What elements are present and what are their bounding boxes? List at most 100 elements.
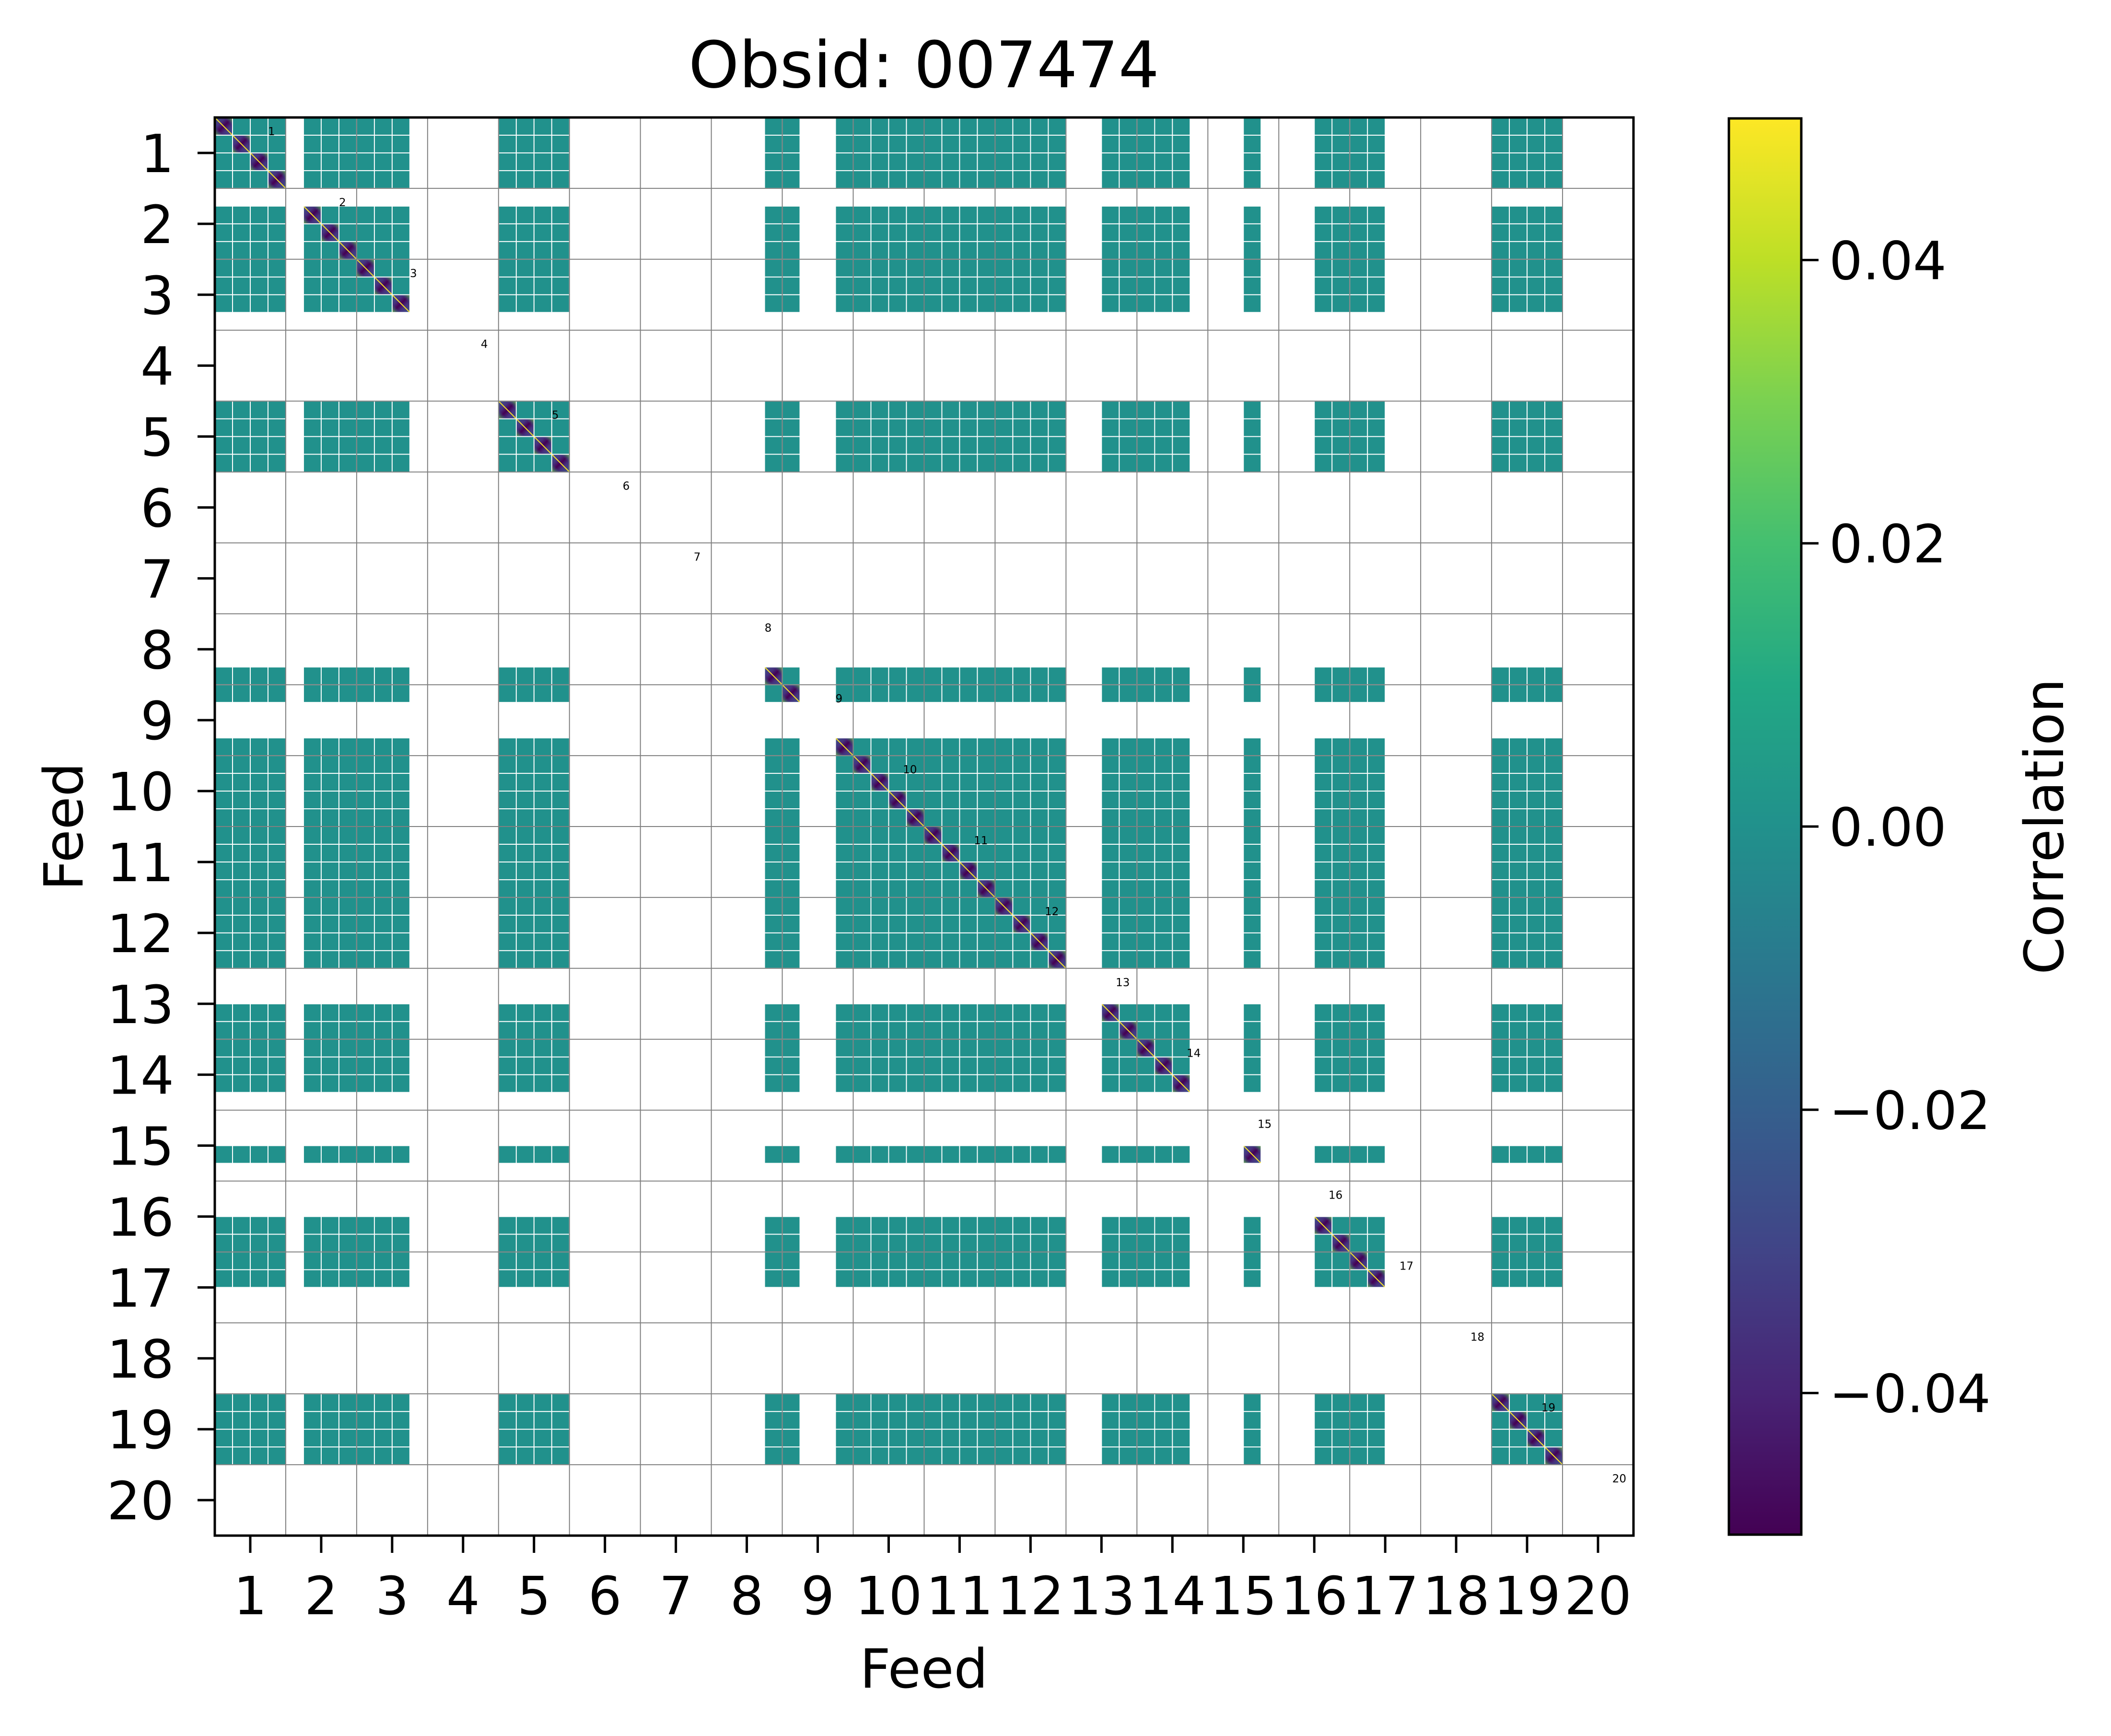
- heatmap-cell: [1545, 880, 1563, 897]
- heatmap-cell: [942, 437, 959, 454]
- heatmap-cell: [978, 1447, 995, 1465]
- heatmap-cell: [1510, 933, 1527, 950]
- heatmap-cell: [374, 933, 392, 950]
- heatmap-cell: [1031, 1039, 1048, 1057]
- heatmap-cell: [907, 118, 924, 135]
- heatmap-cell: [871, 1146, 888, 1163]
- heatmap-cell: [499, 880, 516, 897]
- heatmap-cell: [1137, 1447, 1155, 1465]
- heatmap-cell: [1545, 1022, 1563, 1039]
- heatmap-cell: [552, 206, 569, 223]
- heatmap-cell: [1244, 135, 1261, 152]
- heatmap-cell: [1492, 1146, 1509, 1163]
- heatmap-cell: [907, 401, 924, 419]
- heatmap-cell: [233, 951, 250, 968]
- heatmap-cell: [233, 862, 250, 879]
- heatmap-cell: [1155, 809, 1172, 826]
- heatmap-cell: [907, 206, 924, 223]
- heatmap-cell: [889, 1394, 906, 1411]
- heatmap-cell: [1244, 667, 1261, 685]
- heatmap-cell: [499, 792, 516, 809]
- heatmap-cell: [782, 224, 800, 241]
- heatmap-cell: [1155, 792, 1172, 809]
- heatmap-cell: [836, 951, 853, 968]
- heatmap-cell: [250, 1057, 268, 1074]
- heatmap-cell: [995, 774, 1013, 791]
- diagonal-block: [995, 897, 1013, 915]
- heatmap-cell: [1350, 1146, 1367, 1163]
- heatmap-cell: [1510, 437, 1527, 454]
- heatmap-cell: [765, 1022, 782, 1039]
- heatmap-cell: [1545, 951, 1563, 968]
- heatmap-cell: [1492, 685, 1509, 702]
- heatmap-cell: [250, 118, 268, 135]
- heatmap-cell: [765, 844, 782, 862]
- heatmap-cell: [1173, 1252, 1190, 1270]
- heatmap-cell: [765, 224, 782, 241]
- heatmap-cell: [1120, 1447, 1137, 1465]
- heatmap-cell: [321, 844, 338, 862]
- heatmap-cell: [516, 1252, 534, 1270]
- heatmap-cell: [836, 401, 853, 419]
- heatmap-cell: [1244, 1217, 1261, 1234]
- heatmap-cell: [765, 827, 782, 844]
- heatmap-cell: [534, 259, 551, 277]
- heatmap-cell: [889, 756, 906, 773]
- heatmap-cell: [268, 667, 285, 685]
- heatmap-cell: [871, 135, 888, 152]
- heatmap-cell: [1350, 915, 1367, 932]
- heatmap-cell: [499, 419, 516, 436]
- diagonal-block: [1101, 1004, 1120, 1022]
- heatmap-cell: [392, 1394, 409, 1411]
- heatmap-cell: [534, 295, 551, 312]
- autocorrelation-line: [1119, 1022, 1137, 1039]
- heatmap-cell: [1244, 1004, 1261, 1021]
- heatmap-cell: [1528, 1447, 1545, 1465]
- autocorrelation-line: [906, 809, 924, 827]
- heatmap-cell: [1350, 774, 1367, 791]
- heatmap-cell: [924, 809, 942, 826]
- heatmap-cell: [1137, 809, 1155, 826]
- heatmap-cell: [960, 118, 977, 135]
- heatmap-cell: [303, 844, 321, 862]
- heatmap-cell: [534, 827, 551, 844]
- heatmap-cell: [1492, 277, 1509, 294]
- heatmap-cell: [1120, 259, 1137, 277]
- heatmap-cell: [871, 1039, 888, 1057]
- heatmap-cell: [1031, 1057, 1048, 1074]
- heatmap-cell: [1315, 153, 1332, 170]
- heatmap-cell: [1120, 1146, 1137, 1163]
- heatmap-cell: [942, 277, 959, 294]
- heatmap-cell: [392, 756, 409, 773]
- heatmap-cell: [1173, 1146, 1190, 1163]
- heatmap-cell: [782, 1022, 800, 1039]
- y-tick-label: 17: [107, 1258, 174, 1319]
- heatmap-cell: [250, 259, 268, 277]
- heatmap-cell: [1350, 862, 1367, 879]
- heatmap-cell: [499, 897, 516, 915]
- heatmap-cell: [1244, 171, 1261, 188]
- heatmap-cell: [978, 171, 995, 188]
- heatmap-cell: [233, 1412, 250, 1429]
- diagonal-block: [1243, 1145, 1261, 1164]
- heatmap-cell: [339, 756, 356, 773]
- heatmap-cell: [1244, 118, 1261, 135]
- heatmap-cell: [339, 1022, 356, 1039]
- heatmap-cell: [339, 419, 356, 436]
- heatmap-cell: [1102, 1146, 1119, 1163]
- heatmap-cell: [782, 915, 800, 932]
- heatmap-cell: [1528, 242, 1545, 259]
- heatmap-cell: [233, 933, 250, 950]
- heatmap-cell: [889, 897, 906, 915]
- heatmap-cell: [1528, 774, 1545, 791]
- heatmap-cell: [960, 792, 977, 809]
- heatmap-cell: [1155, 437, 1172, 454]
- heatmap-cell: [1244, 880, 1261, 897]
- heatmap-cell: [871, 1057, 888, 1074]
- autocorrelation-line: [215, 117, 233, 135]
- heatmap-cell: [552, 844, 569, 862]
- heatmap-cell: [1492, 792, 1509, 809]
- heatmap-cell: [1510, 277, 1527, 294]
- heatmap-cell: [1120, 419, 1137, 436]
